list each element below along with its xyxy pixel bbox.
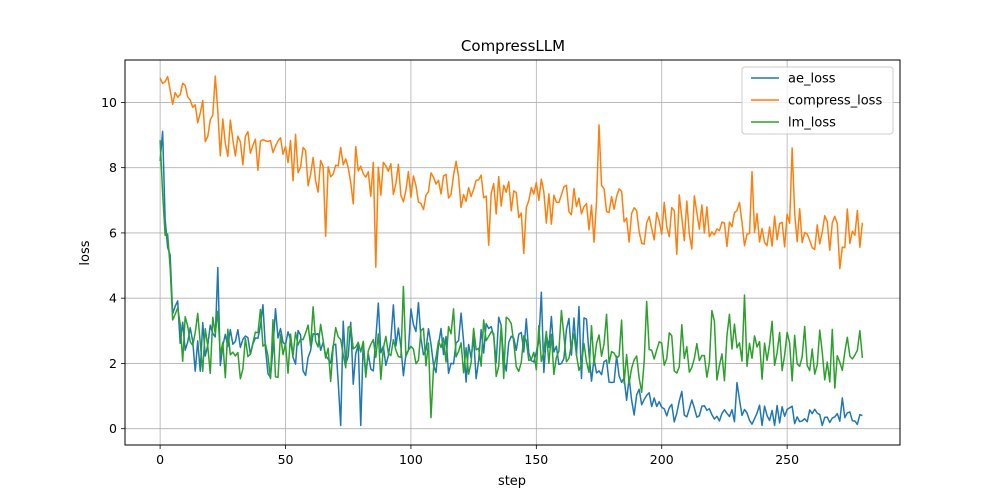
y-tick-label: 6 bbox=[109, 225, 117, 240]
y-tick-label: 4 bbox=[109, 291, 117, 306]
x-tick-label: 50 bbox=[278, 452, 294, 467]
y-tick-label: 0 bbox=[109, 421, 117, 436]
y-tick-label: 2 bbox=[109, 356, 117, 371]
series-line-ae-loss bbox=[159, 130, 863, 427]
x-tick-label: 100 bbox=[399, 452, 423, 467]
plot-frame bbox=[124, 59, 901, 446]
y-tick-label: 8 bbox=[109, 160, 117, 175]
x-tick-label: 200 bbox=[650, 452, 674, 467]
series-line-lm-loss bbox=[159, 140, 864, 419]
y-axis-label: loss bbox=[78, 240, 93, 265]
x-tick-label: 150 bbox=[524, 452, 548, 467]
x-tick-label: 250 bbox=[775, 452, 799, 467]
legend-label: ae_loss bbox=[788, 72, 836, 87]
legend-entries: ae_loss compress_loss lm_loss bbox=[751, 72, 882, 131]
x-axis-label: step bbox=[498, 474, 526, 489]
series-layer bbox=[159, 75, 864, 427]
y-tick-label: 10 bbox=[101, 95, 117, 110]
series-line-compress-loss bbox=[159, 75, 864, 270]
legend: ae_loss compress_loss lm_loss bbox=[741, 66, 894, 135]
x-axis-ticks: 0 50 100 150 200 250 bbox=[156, 445, 799, 467]
legend-label: lm_loss bbox=[788, 116, 836, 131]
chart-title: CompressLLM bbox=[461, 37, 565, 55]
legend-label: compress_loss bbox=[788, 94, 882, 109]
x-tick-label: 0 bbox=[156, 452, 164, 467]
legend-frame bbox=[741, 66, 894, 135]
y-axis-ticks: 0 2 4 6 8 10 bbox=[101, 95, 125, 436]
